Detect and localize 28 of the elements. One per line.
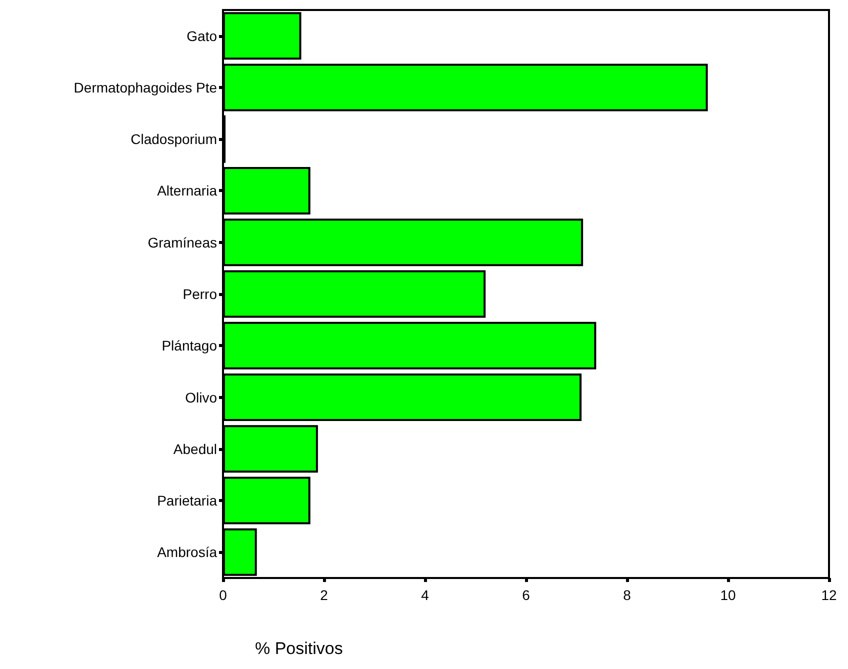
- y-tick-label: Plántago: [162, 338, 218, 354]
- y-tick-label: Dermatophagoides Pte: [74, 79, 218, 96]
- y-tick-label: Abedul: [173, 440, 217, 457]
- x-tick-label: 6: [522, 587, 530, 603]
- bar: [223, 64, 708, 112]
- x-tick-label: 12: [821, 587, 837, 603]
- y-tick-label: Ambrosía: [157, 544, 218, 560]
- bar: [223, 374, 582, 422]
- y-tick-label: Gato: [186, 28, 218, 44]
- x-tick-label: 2: [320, 587, 328, 603]
- bar: [223, 425, 318, 473]
- y-tick-label: Cladosporium: [130, 131, 217, 148]
- bar: [223, 322, 596, 370]
- y-tick-label: Alternaria: [157, 182, 218, 199]
- x-tick-label: 8: [623, 587, 632, 603]
- x-tick-label: 0: [219, 587, 228, 603]
- x-tick-label: 4: [421, 587, 430, 603]
- y-tick-label: Gramíneas: [148, 234, 217, 250]
- x-axis-title: % Positivos: [255, 639, 343, 658]
- bar: [223, 476, 310, 524]
- y-tick-label: Perro: [182, 286, 218, 302]
- y-tick-label: Parietaria: [157, 492, 218, 509]
- x-tick-label: 10: [720, 587, 736, 603]
- bar: [223, 270, 486, 318]
- y-tick-label: Olivo: [185, 389, 218, 406]
- bar: [223, 218, 584, 266]
- bar: [223, 528, 257, 576]
- bar: [223, 166, 310, 214]
